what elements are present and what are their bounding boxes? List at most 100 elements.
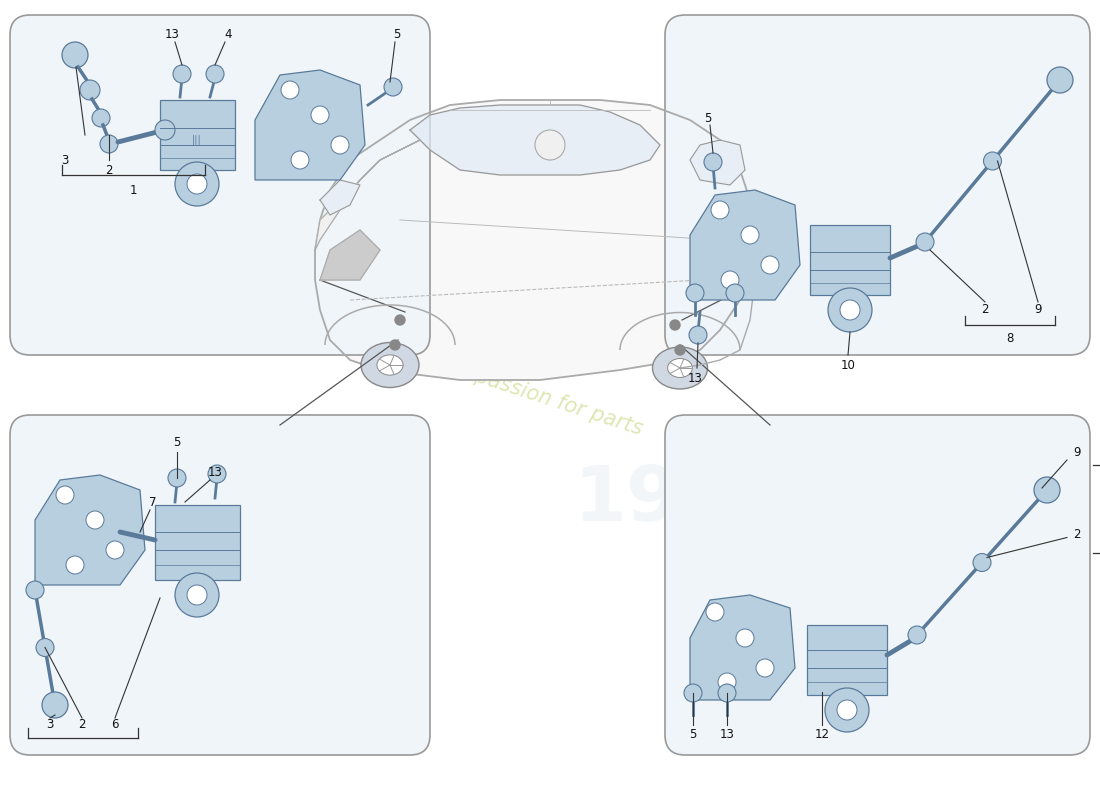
Circle shape <box>173 65 191 83</box>
Ellipse shape <box>377 355 403 375</box>
Circle shape <box>689 326 707 344</box>
Circle shape <box>916 233 934 251</box>
Text: 9: 9 <box>1074 446 1081 458</box>
Circle shape <box>686 284 704 302</box>
Circle shape <box>828 288 872 332</box>
Circle shape <box>62 42 88 68</box>
Circle shape <box>675 345 685 355</box>
Polygon shape <box>690 595 795 700</box>
Text: 4: 4 <box>224 29 232 42</box>
Circle shape <box>684 684 702 702</box>
FancyBboxPatch shape <box>666 15 1090 355</box>
Polygon shape <box>810 225 890 295</box>
Circle shape <box>761 256 779 274</box>
Polygon shape <box>35 475 145 585</box>
Circle shape <box>175 573 219 617</box>
Text: 13: 13 <box>719 729 735 742</box>
Text: 9: 9 <box>1034 303 1042 317</box>
Circle shape <box>280 81 299 99</box>
Circle shape <box>535 130 565 160</box>
Circle shape <box>384 78 402 96</box>
Text: 13: 13 <box>688 371 703 385</box>
Circle shape <box>840 300 860 320</box>
Circle shape <box>56 486 74 504</box>
FancyBboxPatch shape <box>666 415 1090 755</box>
FancyBboxPatch shape <box>10 415 430 755</box>
Ellipse shape <box>652 347 707 389</box>
Circle shape <box>187 585 207 605</box>
Circle shape <box>390 340 400 350</box>
Text: 13: 13 <box>165 29 179 42</box>
FancyBboxPatch shape <box>10 15 430 355</box>
Polygon shape <box>155 505 240 580</box>
Circle shape <box>706 603 724 621</box>
Text: 5: 5 <box>174 437 180 450</box>
Circle shape <box>100 135 118 153</box>
Text: 2: 2 <box>106 163 113 177</box>
Circle shape <box>736 629 754 647</box>
Circle shape <box>206 65 224 83</box>
Circle shape <box>331 136 349 154</box>
Text: |||: ||| <box>192 134 202 146</box>
Circle shape <box>292 151 309 169</box>
Circle shape <box>395 315 405 325</box>
Text: 2: 2 <box>1074 528 1081 541</box>
Circle shape <box>756 659 774 677</box>
Text: 5: 5 <box>394 29 400 42</box>
Circle shape <box>80 80 100 100</box>
Text: 8: 8 <box>1006 331 1014 345</box>
Text: 5: 5 <box>690 729 696 742</box>
Text: 3: 3 <box>62 154 68 166</box>
Ellipse shape <box>361 342 419 387</box>
Polygon shape <box>320 230 379 280</box>
Text: 1: 1 <box>130 183 136 197</box>
Circle shape <box>92 109 110 127</box>
Polygon shape <box>807 625 887 695</box>
Circle shape <box>26 581 44 599</box>
Circle shape <box>1034 477 1060 503</box>
Text: a passion for parts: a passion for parts <box>454 361 646 439</box>
Circle shape <box>974 554 991 571</box>
Text: 3: 3 <box>46 718 54 731</box>
Circle shape <box>106 541 124 559</box>
Circle shape <box>908 626 926 644</box>
Circle shape <box>155 120 175 140</box>
Polygon shape <box>690 140 745 185</box>
Circle shape <box>718 684 736 702</box>
Circle shape <box>718 673 736 691</box>
Text: 12: 12 <box>814 729 829 742</box>
Circle shape <box>670 320 680 330</box>
Circle shape <box>208 465 226 483</box>
Circle shape <box>311 106 329 124</box>
Text: 1985: 1985 <box>574 463 786 537</box>
Text: 2: 2 <box>981 303 989 317</box>
Circle shape <box>187 174 207 194</box>
Circle shape <box>720 271 739 289</box>
Circle shape <box>837 700 857 720</box>
Circle shape <box>175 162 219 206</box>
Circle shape <box>1047 67 1072 93</box>
Polygon shape <box>160 100 235 170</box>
Polygon shape <box>690 190 800 300</box>
Text: 5: 5 <box>704 111 712 125</box>
Circle shape <box>711 201 729 219</box>
Circle shape <box>741 226 759 244</box>
Circle shape <box>726 284 744 302</box>
Circle shape <box>704 153 722 171</box>
Circle shape <box>168 469 186 487</box>
Polygon shape <box>315 140 420 250</box>
Circle shape <box>36 638 54 657</box>
Circle shape <box>86 511 104 529</box>
Text: 6: 6 <box>111 718 119 731</box>
Ellipse shape <box>668 358 692 378</box>
Polygon shape <box>315 100 750 380</box>
Polygon shape <box>320 180 360 215</box>
Text: 13: 13 <box>208 466 222 479</box>
Circle shape <box>983 152 1001 170</box>
Text: 7: 7 <box>150 495 156 509</box>
Text: 2: 2 <box>78 718 86 731</box>
Text: 10: 10 <box>840 358 856 371</box>
Circle shape <box>825 688 869 732</box>
Polygon shape <box>255 70 365 180</box>
Circle shape <box>42 692 68 718</box>
